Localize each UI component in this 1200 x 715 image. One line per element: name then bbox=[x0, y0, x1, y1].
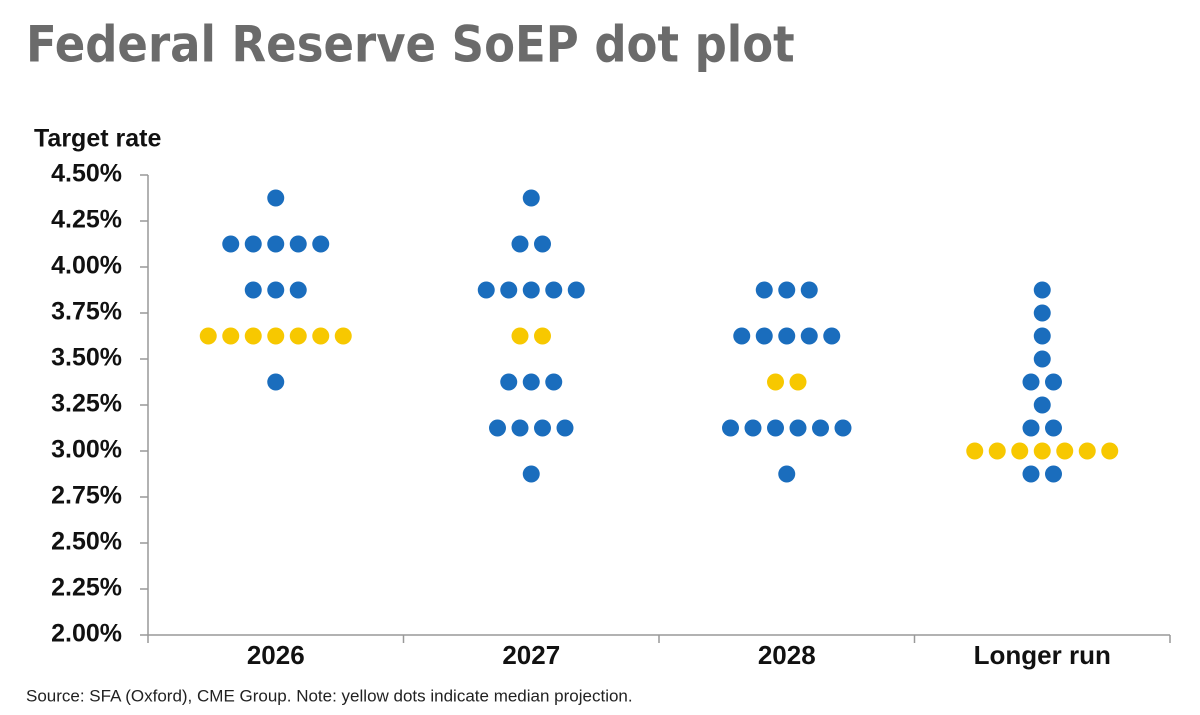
dot bbox=[755, 281, 773, 299]
dot bbox=[744, 419, 762, 437]
dot bbox=[966, 442, 984, 460]
dot bbox=[222, 327, 240, 345]
dot bbox=[522, 465, 540, 483]
dot bbox=[1011, 442, 1029, 460]
dot bbox=[534, 327, 551, 345]
dot bbox=[812, 419, 829, 437]
dot bbox=[312, 235, 330, 253]
y-tick-label: 3.00% bbox=[51, 436, 122, 464]
dot bbox=[500, 281, 518, 299]
dot bbox=[289, 327, 307, 345]
y-tick-label: 4.25% bbox=[51, 206, 122, 234]
dot bbox=[477, 281, 495, 299]
dot bbox=[1022, 465, 1040, 483]
dot bbox=[545, 281, 563, 299]
dot bbox=[199, 327, 217, 345]
dot bbox=[522, 189, 540, 207]
dot bbox=[834, 419, 852, 437]
dot bbox=[511, 327, 529, 345]
dot bbox=[244, 327, 262, 345]
dot bbox=[1033, 396, 1051, 414]
y-tick-label: 2.50% bbox=[51, 528, 122, 556]
dot bbox=[778, 465, 796, 483]
dot bbox=[511, 419, 529, 437]
x-tick-label: 2027 bbox=[502, 640, 560, 670]
dot bbox=[722, 419, 739, 437]
x-tick-label: 2028 bbox=[758, 640, 816, 670]
dot bbox=[556, 419, 574, 437]
dot bbox=[289, 281, 307, 299]
dot bbox=[1056, 442, 1074, 460]
dot bbox=[789, 373, 807, 391]
dot bbox=[289, 235, 307, 253]
dot bbox=[244, 235, 262, 253]
dot bbox=[500, 373, 518, 391]
dot bbox=[312, 327, 330, 345]
dot bbox=[778, 327, 796, 345]
dot bbox=[567, 281, 585, 299]
y-tick-label: 2.75% bbox=[51, 482, 122, 510]
dot bbox=[1101, 442, 1119, 460]
dot bbox=[267, 373, 285, 391]
dot bbox=[1078, 442, 1096, 460]
dot bbox=[1045, 419, 1062, 437]
dot bbox=[767, 419, 784, 437]
dot bbox=[800, 281, 818, 299]
dot bbox=[1022, 419, 1040, 437]
dot bbox=[988, 442, 1006, 460]
y-tick-label: 3.75% bbox=[51, 298, 122, 326]
y-tick-label: 4.50% bbox=[51, 160, 122, 188]
dot bbox=[1033, 350, 1051, 368]
dot bbox=[222, 235, 240, 253]
dot bbox=[1033, 304, 1051, 322]
y-tick-label: 2.00% bbox=[51, 620, 122, 648]
dot bbox=[511, 235, 529, 253]
dot bbox=[733, 327, 751, 345]
dot bbox=[267, 281, 285, 299]
dot bbox=[755, 327, 773, 345]
dot bbox=[545, 373, 563, 391]
dot bbox=[1033, 442, 1051, 460]
dot bbox=[1033, 327, 1051, 345]
dot bbox=[534, 235, 551, 253]
dot bbox=[1045, 373, 1062, 391]
dot bbox=[522, 281, 540, 299]
y-tick-label: 4.00% bbox=[51, 252, 122, 280]
dot bbox=[267, 327, 285, 345]
dot bbox=[789, 419, 807, 437]
y-axis-label: Target rate bbox=[34, 125, 161, 153]
dot bbox=[244, 281, 262, 299]
dot bbox=[489, 419, 506, 437]
dot bbox=[823, 327, 841, 345]
dot bbox=[1022, 373, 1040, 391]
dot bbox=[334, 327, 352, 345]
x-tick-label: 2026 bbox=[247, 640, 305, 670]
y-tick-label: 3.50% bbox=[51, 344, 122, 372]
y-tick-label: 2.25% bbox=[51, 574, 122, 602]
dot bbox=[778, 281, 796, 299]
y-tick-label: 3.25% bbox=[51, 390, 122, 418]
source-note: Source: SFA (Oxford), CME Group. Note: y… bbox=[26, 686, 633, 705]
dot bbox=[267, 189, 285, 207]
x-tick-label: Longer run bbox=[974, 640, 1111, 670]
dot bbox=[267, 235, 285, 253]
dot bbox=[767, 373, 784, 391]
dot bbox=[1033, 281, 1051, 299]
chart-title: Federal Reserve SoEP dot plot bbox=[26, 16, 795, 74]
dot bbox=[534, 419, 551, 437]
dot bbox=[800, 327, 818, 345]
dot bbox=[522, 373, 540, 391]
dot bbox=[1045, 465, 1062, 483]
